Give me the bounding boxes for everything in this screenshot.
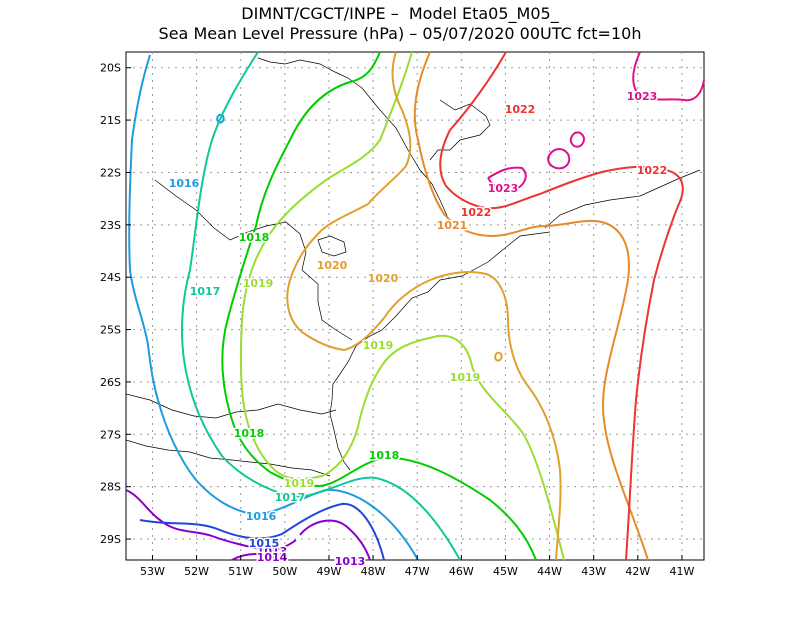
isobar-label-1019: 1019	[450, 371, 481, 384]
isobar-1018	[221, 51, 537, 561]
isobar-label-1015: 1015	[249, 537, 280, 550]
title-line-2: Sea Mean Level Pressure (hPa) – 05/07/20…	[158, 24, 642, 43]
isobar-1015	[139, 502, 385, 561]
isobar-label-1021: 1021	[437, 219, 468, 232]
isobar-1023	[547, 148, 571, 170]
isobar-1013	[299, 519, 371, 561]
title-line-1: DIMNT/CGCT/INPE – Model Eta05_M05_	[241, 4, 559, 23]
bay-outline	[429, 99, 491, 161]
isobar-1023	[569, 131, 586, 148]
isobar-1022	[439, 51, 684, 561]
y-axis-ticks: 20S 21S 22S 23S 24S 25S 26S 27S 28S 29S	[100, 62, 131, 546]
isobar-1017	[181, 51, 461, 561]
isobar-label-1020: 1020	[317, 259, 348, 272]
x-tick-label: 51W	[228, 565, 253, 578]
chart-title: DIMNT/CGCT/INPE – Model Eta05_M05_ Sea M…	[0, 4, 800, 44]
x-tick-label: 42W	[625, 565, 650, 578]
state-border-3	[125, 439, 331, 477]
isobar-label-1022: 1022	[461, 206, 492, 219]
y-tick-label: 27S	[100, 428, 121, 441]
isobar-label-1023: 1023	[627, 90, 658, 103]
isobar-label-1014: 1014	[257, 551, 288, 564]
isobar-1020	[286, 51, 562, 561]
lagoon-outline	[317, 235, 347, 257]
coastline-north	[544, 169, 701, 229]
y-tick-label: 26S	[100, 376, 121, 389]
x-tick-label: 41W	[670, 565, 695, 578]
isobar-1014-segment	[231, 553, 283, 561]
isobar-label-1018: 1018	[239, 231, 270, 244]
isobar-label-1019: 1019	[363, 339, 394, 352]
isobar-label-1020: 1020	[368, 272, 399, 285]
isobar-label-1019: 1019	[243, 277, 274, 290]
isobar-label-1018: 1018	[369, 449, 400, 462]
x-tick-label: 46W	[449, 565, 474, 578]
plot-frame	[125, 51, 705, 561]
x-tick-label: 45W	[493, 565, 518, 578]
x-tick-label: 49W	[317, 565, 342, 578]
x-axis-ticks: 53W 52W 51W 50W 49W 48W 47W 46W 45W 44W 43W 42W 41W	[140, 555, 694, 578]
isobar-label-1016: 1016	[246, 510, 277, 523]
isobar-label-1013: 1013	[335, 555, 366, 568]
isobar-label-1023: 1023	[488, 182, 519, 195]
y-tick-label: 20S	[100, 62, 121, 75]
isobar-labels: 1013101310151016101610171017101810181018…	[167, 89, 669, 570]
isobar-label-1017: 1017	[275, 491, 306, 504]
x-tick-label: 48W	[361, 565, 386, 578]
x-tick-label: 47W	[405, 565, 430, 578]
isobar-label-1018: 1018	[234, 427, 265, 440]
x-tick-label: 53W	[140, 565, 165, 578]
isobar-1013	[125, 489, 297, 552]
y-tick-label: 23S	[100, 219, 121, 232]
isobar-label-1016: 1016	[169, 177, 200, 190]
y-tick-label: 25S	[100, 324, 121, 337]
isobar-1023	[632, 51, 705, 102]
x-tick-label: 52W	[184, 565, 209, 578]
state-border-4	[154, 179, 353, 341]
state-border-2	[125, 393, 337, 419]
isobar-label-1013: 1013	[257, 545, 288, 558]
isobar-1016	[128, 54, 419, 561]
isobar-1020	[494, 351, 503, 362]
y-tick-label: 22S	[100, 166, 121, 179]
y-tick-label: 24S	[100, 271, 121, 284]
isobar-1019	[239, 51, 565, 561]
isobar-label-1022: 1022	[505, 103, 536, 116]
isobar-label-1019: 1019	[284, 477, 315, 490]
isobar-lines	[125, 51, 705, 561]
isobar-label-1017: 1017	[190, 285, 221, 298]
isobar-label-1022: 1022	[637, 164, 668, 177]
y-tick-label: 29S	[100, 533, 121, 546]
isobar-1021	[413, 51, 649, 561]
y-tick-label: 28S	[100, 481, 121, 494]
coastline-main	[329, 231, 551, 471]
y-tick-label: 21S	[100, 114, 121, 127]
isobar-1023	[487, 166, 527, 192]
x-tick-label: 44W	[537, 565, 562, 578]
x-tick-label: 50W	[272, 565, 297, 578]
x-tick-label: 43W	[581, 565, 606, 578]
coastline	[125, 57, 701, 477]
